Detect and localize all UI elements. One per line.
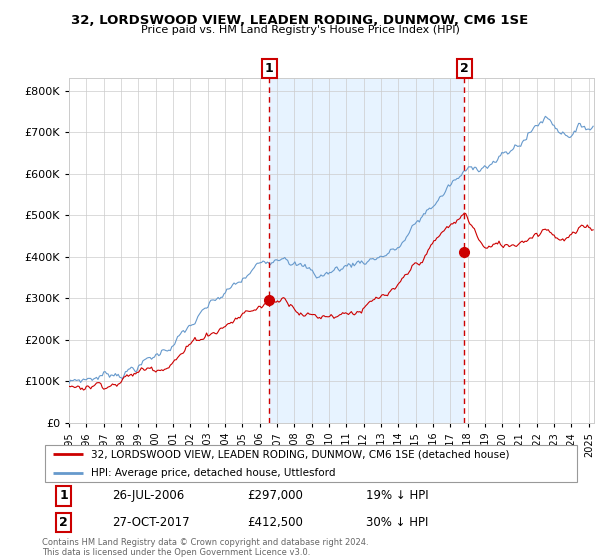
Bar [269, 78, 464, 423]
Text: HPI: Average price, detached house, Uttlesford: HPI: Average price, detached house, Uttl… [91, 468, 335, 478]
Text: 30% ↓ HPI: 30% ↓ HPI [366, 516, 428, 529]
FancyBboxPatch shape [45, 445, 577, 482]
Text: 26-JUL-2006: 26-JUL-2006 [112, 489, 184, 502]
Text: 1: 1 [265, 62, 274, 75]
Text: 2: 2 [59, 516, 68, 529]
Text: Contains HM Land Registry data © Crown copyright and database right 2024.
This d: Contains HM Land Registry data © Crown c… [42, 538, 368, 557]
Text: 1: 1 [59, 489, 68, 502]
Text: 2: 2 [460, 62, 469, 75]
Text: £297,000: £297,000 [247, 489, 303, 502]
Text: £412,500: £412,500 [247, 516, 303, 529]
Text: 27-OCT-2017: 27-OCT-2017 [112, 516, 190, 529]
Text: 32, LORDSWOOD VIEW, LEADEN RODING, DUNMOW, CM6 1SE: 32, LORDSWOOD VIEW, LEADEN RODING, DUNMO… [71, 14, 529, 27]
Text: 32, LORDSWOOD VIEW, LEADEN RODING, DUNMOW, CM6 1SE (detached house): 32, LORDSWOOD VIEW, LEADEN RODING, DUNMO… [91, 449, 509, 459]
Text: 19% ↓ HPI: 19% ↓ HPI [366, 489, 428, 502]
Text: Price paid vs. HM Land Registry's House Price Index (HPI): Price paid vs. HM Land Registry's House … [140, 25, 460, 35]
